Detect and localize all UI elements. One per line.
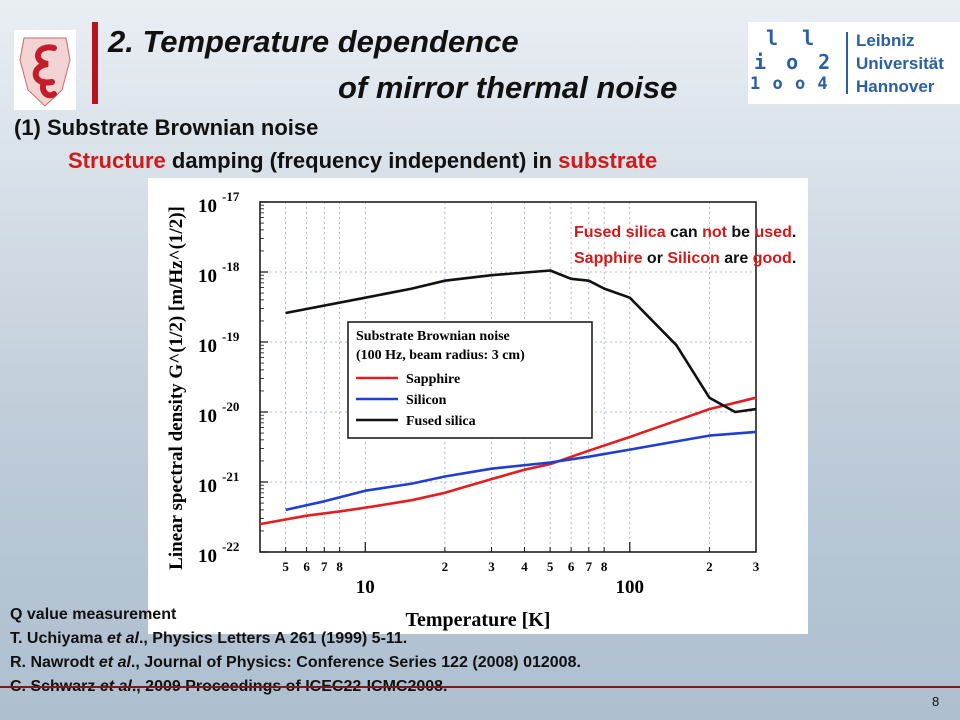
title-accent-bar xyxy=(92,22,98,104)
crest-icon xyxy=(19,37,71,107)
x-minor-tick-label: 6 xyxy=(303,559,310,574)
logo-separator xyxy=(846,32,848,94)
x-minor-tick-label: 6 xyxy=(568,559,575,574)
x-minor-tick-label: 3 xyxy=(753,559,760,574)
reference-1: T. Uchiyama et al., Physics Letters A 26… xyxy=(10,630,408,647)
material-note: Fused silica can not be used. Sapphire o… xyxy=(574,220,796,272)
y-tick-exponent: -19 xyxy=(222,329,240,344)
legend-label: Silicon xyxy=(406,393,447,408)
series-line-sapphire xyxy=(259,396,757,526)
x-axis-label: Temperature [K] xyxy=(406,609,551,631)
y-tick-label: 10 xyxy=(198,546,217,567)
section-heading: (1) Substrate Brownian noise xyxy=(14,115,319,140)
chart-legend: Substrate Brownian noise (100 Hz, beam r… xyxy=(347,321,593,439)
x-minor-tick-label: 5 xyxy=(282,559,289,574)
note-line-1: Fused silica can not be used. xyxy=(574,224,797,241)
x-minor-tick-label: 2 xyxy=(706,559,713,574)
x-minor-tick-label: 5 xyxy=(547,559,554,574)
y-tick-label: 10 xyxy=(198,196,217,217)
y-tick-exponent: -21 xyxy=(222,469,239,484)
noise-chart: 5 6 7 8 2 3 4 5 6 7 8 2 310 10010-2210-2110-2010-1910… xyxy=(166,189,760,631)
legend-title-1: Substrate Brownian noise xyxy=(356,329,510,344)
legend-label: Sapphire xyxy=(406,372,460,387)
x-minor-tick-label: 8 xyxy=(601,559,608,574)
logo-text: Leibniz Universität Hannover xyxy=(856,30,944,96)
y-tick-exponent: -18 xyxy=(222,259,240,274)
university-crest-logo xyxy=(14,30,76,110)
y-tick-label: 10 xyxy=(198,406,217,427)
x-minor-tick-label: 4 xyxy=(521,559,528,574)
note-line-2: Sapphire or Silicon are good. xyxy=(574,250,797,267)
y-tick-label: 10 xyxy=(198,266,217,287)
x-minor-tick-label: 7 xyxy=(321,559,328,574)
slide-title-line-2: of mirror thermal noise xyxy=(338,70,678,105)
y-tick-exponent: -17 xyxy=(222,189,240,204)
references: Q value measurement T. Uchiyama et al., … xyxy=(10,603,581,699)
page-number: 8 xyxy=(932,694,940,709)
x-major-tick-label: 10 xyxy=(356,577,375,598)
chart-panel: 5 6 7 8 2 3 4 5 6 7 8 2 3 10 100 10 -22 10 -21 10 -20 10 -19 10… xyxy=(148,178,808,634)
legend-box xyxy=(347,321,593,439)
legend-title-2: (100 Hz, beam radius: 3 cm) xyxy=(356,348,525,363)
y-tick-label: 10 xyxy=(198,476,217,497)
x-major-tick-label: 100 xyxy=(616,577,645,598)
logo-mark-icon: l l i o 2 1 o o 4 xyxy=(750,26,835,94)
references-heading: Q value measurement xyxy=(10,606,177,623)
series-line-fused-silica xyxy=(285,269,757,414)
legend-label: Fused silica xyxy=(406,414,476,429)
section-description: Structure damping (frequency independent… xyxy=(68,148,658,173)
x-minor-tick-label: 8 xyxy=(336,559,343,574)
chart-ticks: 5 6 7 8 2 3 4 5 6 7 8 2 310 10010-2210-2110-2010-1910… xyxy=(198,189,760,598)
reference-2: R. Nawrodt et al., Journal of Physics: C… xyxy=(10,654,581,671)
y-axis-label: Linear spectral density G^(1/2) [m/Hz^(1… xyxy=(166,206,187,570)
slide-title-line-1: 2. Temperature dependence xyxy=(108,24,519,59)
series-line-silicon xyxy=(285,430,757,512)
x-minor-tick-label: 3 xyxy=(488,559,495,574)
x-minor-tick-label: 7 xyxy=(586,559,593,574)
y-tick-label: 10 xyxy=(198,336,217,357)
plot-frame xyxy=(259,201,757,553)
x-minor-tick-label: 2 xyxy=(442,559,449,574)
leibniz-university-logo: l l i o 2 1 o o 4 Leibniz Universität Ha… xyxy=(748,22,960,104)
y-tick-exponent: -20 xyxy=(222,399,239,414)
y-tick-exponent: -22 xyxy=(222,539,239,554)
chart-series xyxy=(259,269,757,526)
footer-divider xyxy=(0,686,960,688)
